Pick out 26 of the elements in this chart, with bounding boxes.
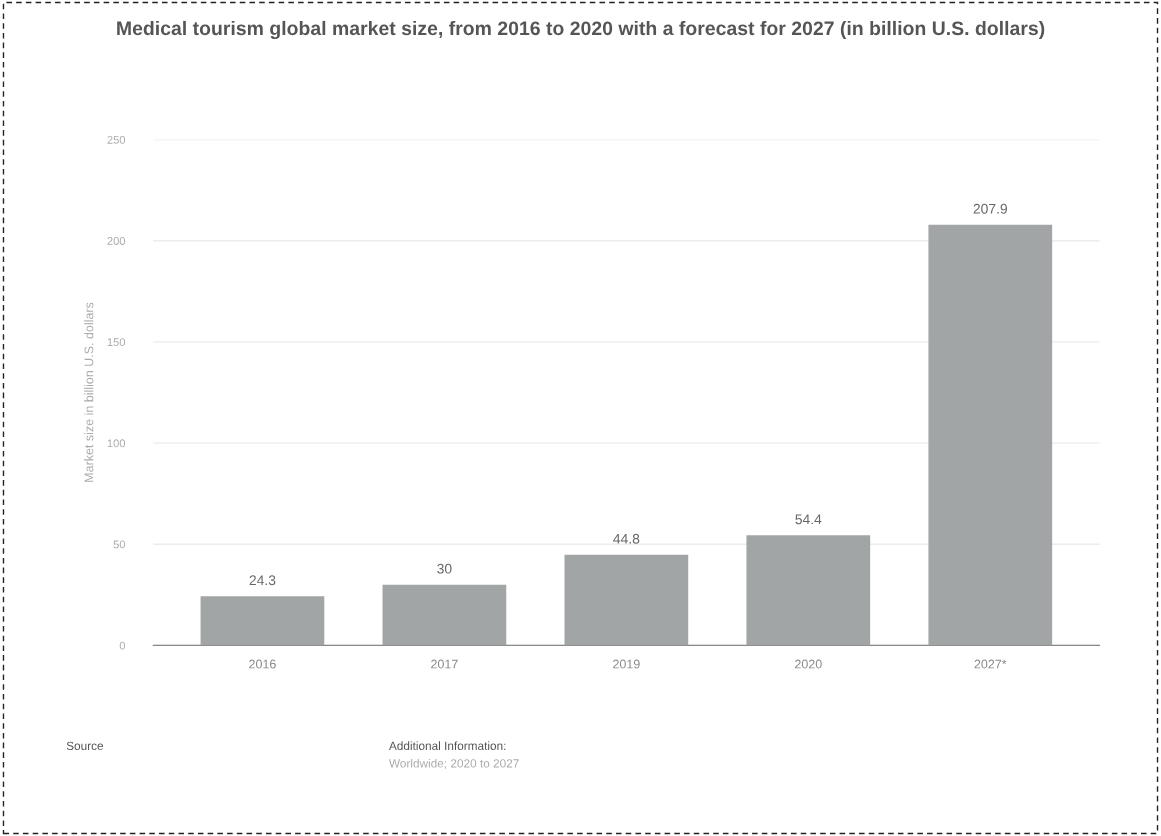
x-tick-label: 2017 (431, 659, 458, 669)
x-tick-label: 2019 (613, 659, 640, 669)
data-label: 24.3 (249, 575, 276, 586)
y-tick-label: 100 (107, 439, 126, 448)
y-tick-label: 0 (119, 641, 126, 650)
y-tick-label: 50 (113, 540, 126, 549)
chart-title: Medical tourism global market size, from 2016 to 2020 with a forecast for 2027 (in billion U.S. dollars) (117, 20, 1045, 40)
y-tick-label: 250 (107, 135, 126, 144)
text: Source (66, 741, 104, 751)
y-axis-title: Market size in billion U.S. dollars (84, 302, 94, 482)
bar (928, 224, 1053, 646)
text: Worldwide; 2020 to 2027 (388, 758, 519, 769)
x-tick-label: 2016 (249, 659, 276, 669)
bar (564, 554, 689, 646)
x-tick-label: 2020 (795, 659, 822, 669)
text: Additional Information: (388, 741, 506, 751)
y-tick-label: 150 (107, 338, 126, 347)
data-label: 54.4 (795, 514, 822, 525)
x-tick-label: 2027* (974, 659, 1007, 669)
data-label: 30 (437, 563, 452, 574)
bar (382, 584, 507, 646)
data-label: 44.8 (613, 533, 640, 544)
y-tick-label: 200 (107, 237, 126, 245)
bar (200, 596, 325, 646)
data-label: 207.9 (973, 203, 1008, 214)
bar (746, 535, 871, 646)
